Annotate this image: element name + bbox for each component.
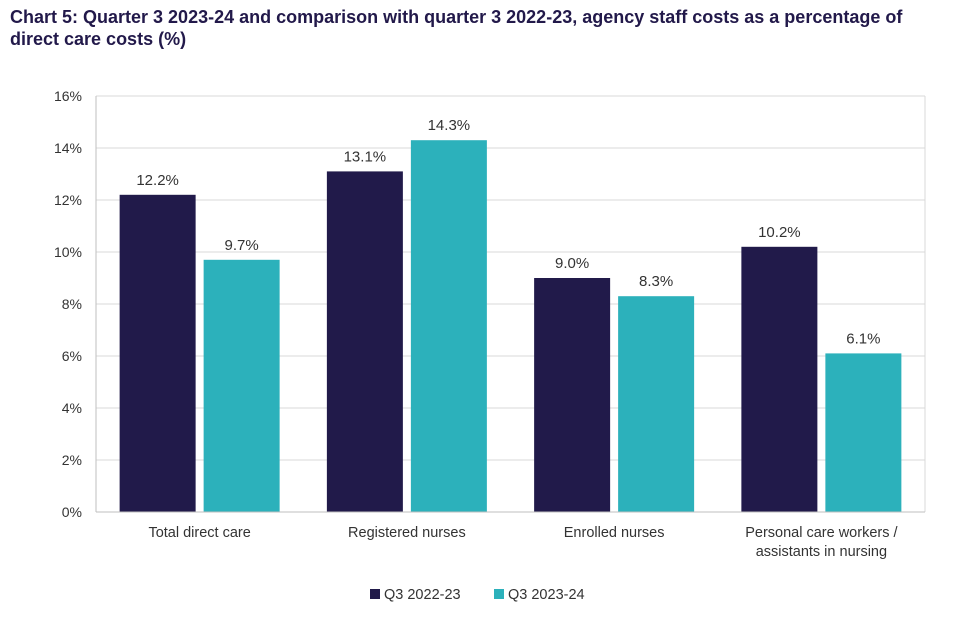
y-tick-label: 12% [54,192,82,208]
x-tick-label: Personal care workers / [745,525,898,541]
x-tick-label: assistants in nursing [756,544,887,560]
bar-value-label: 9.7% [225,237,259,254]
legend: Q3 2022-23 Q3 2023-24 [370,587,585,603]
legend-label: Q3 2023-24 [508,587,585,603]
bar-value-label: 13.1% [344,148,387,165]
chart-title: Chart 5: Quarter 3 2023-24 and compariso… [10,7,903,49]
bar [410,140,487,512]
y-tick-label: 8% [62,296,82,312]
bar [741,246,818,513]
bar-value-label: 12.2% [136,172,179,189]
bar [119,194,196,513]
legend-swatch [370,589,380,599]
legend-swatch [494,589,504,599]
bar [825,353,902,512]
bar-value-label: 14.3% [428,117,471,134]
legend-label: Q3 2022-23 [384,587,461,603]
y-tick-label: 14% [54,140,82,156]
x-tick-label: Enrolled nurses [564,525,665,541]
bar [203,259,280,512]
y-tick-label: 6% [62,348,82,364]
bar-value-label: 6.1% [846,330,880,347]
x-tick-label: Registered nurses [348,525,466,541]
y-tick-label: 10% [54,244,82,260]
bar [618,296,695,512]
x-tick-label: Total direct care [148,525,250,541]
bar [326,171,403,512]
y-tick-label: 4% [62,400,82,416]
bar [534,278,611,512]
bar-value-label: 9.0% [555,255,589,272]
x-axis: Total direct care Registered nurses Enroll… [96,511,925,560]
bar-value-label: 10.2% [758,224,801,241]
y-axis: 0% 2% 4% 6% 8% 10% 12% 14% 16% [54,88,97,520]
data-labels: 12.2% 9.7% 13.1% 14.3% 9.0% 8.3% 10.2% 6.1% [136,117,880,347]
y-tick-label: 16% [54,88,82,104]
y-tick-label: 0% [62,504,82,520]
y-tick-label: 2% [62,452,82,468]
bars [119,140,902,513]
bar-value-label: 8.3% [639,273,673,290]
